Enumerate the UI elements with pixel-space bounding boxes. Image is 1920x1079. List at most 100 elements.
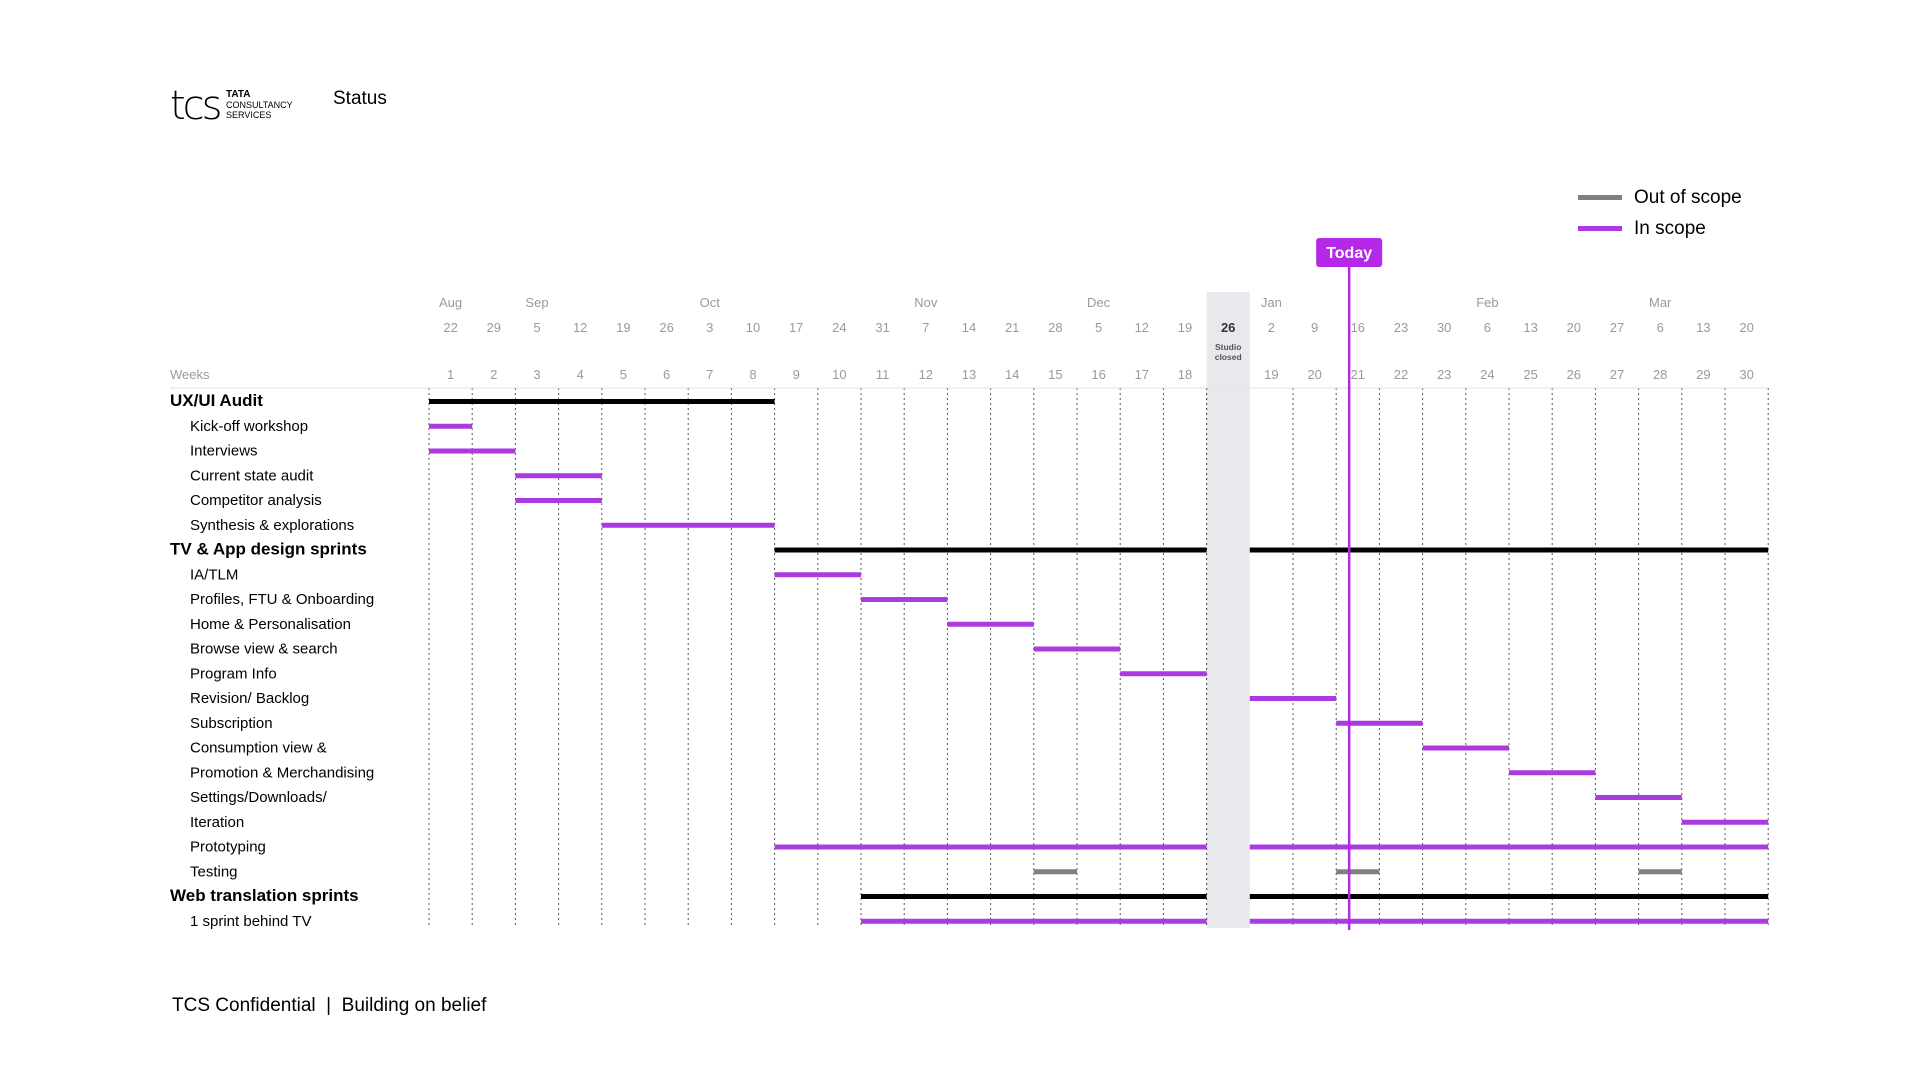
date-label: 5 [533, 320, 540, 335]
week-number-label: 23 [1437, 367, 1451, 382]
today-label: Today [1326, 245, 1372, 262]
week-number-label: 4 [577, 367, 584, 382]
closed-date-label: 26 [1221, 320, 1235, 335]
today-badge [1316, 238, 1383, 267]
date-label: 7 [922, 320, 929, 335]
section-label: Web translation sprints [170, 886, 359, 905]
in-scope-bar [861, 597, 948, 602]
section-bar [1249, 547, 1769, 553]
in-scope-bar [601, 522, 775, 528]
date-label: 6 [1484, 320, 1491, 335]
in-scope-bar [947, 621, 1034, 627]
legend: Out of scope In scope [1578, 182, 1742, 244]
date-label: 3 [706, 320, 713, 335]
date-label: 29 [487, 320, 501, 335]
month-label: Sep [525, 295, 548, 310]
in-scope-bar [774, 572, 861, 578]
legend-label-out-of-scope: Out of scope [1634, 186, 1742, 208]
closed-note-line-1: Studio [1215, 342, 1241, 352]
week-number-label: 15 [1048, 367, 1062, 382]
week-number-label: 3 [533, 367, 540, 382]
week-number-label: 2 [490, 367, 497, 382]
legend-item-out-of-scope: Out of scope [1578, 182, 1742, 213]
task-label: Consumption view & [190, 740, 327, 757]
task-label: Iteration [190, 814, 244, 831]
month-label: Dec [1087, 295, 1111, 310]
in-scope-bar [1249, 844, 1769, 850]
week-number-label: 5 [620, 367, 627, 382]
date-label: 22 [443, 320, 457, 335]
date-label: 17 [789, 320, 803, 335]
tcs-logo-wordmark: TATA CONSULTANCY SERVICES [226, 90, 293, 121]
in-scope-bar [1422, 745, 1509, 751]
logo-line-2: CONSULTANCY [226, 100, 293, 110]
legend-swatch-in-scope [1578, 226, 1622, 231]
week-number-label: 19 [1264, 367, 1278, 382]
date-label: 27 [1610, 320, 1624, 335]
in-scope-bar [1033, 646, 1121, 652]
out-of-scope-bar [1336, 869, 1380, 875]
task-label: Profiles, FTU & Onboarding [190, 591, 374, 608]
week-number-label: 14 [1005, 367, 1019, 382]
in-scope-bar [774, 844, 1207, 850]
in-scope-bar [1681, 819, 1769, 825]
task-label: IA/TLM [190, 566, 238, 583]
section-bar [861, 894, 1207, 899]
date-label: 21 [1005, 320, 1019, 335]
date-label: 30 [1437, 320, 1451, 335]
week-number-label: 28 [1653, 367, 1667, 382]
section-bar [774, 547, 1207, 553]
task-label: 1 sprint behind TV [190, 913, 311, 930]
month-label: Feb [1476, 295, 1498, 310]
page-title: Status [333, 88, 387, 109]
week-number-label: 1 [447, 367, 454, 382]
week-number-label: 17 [1135, 367, 1149, 382]
week-number-label: 21 [1351, 367, 1365, 382]
month-label: Oct [700, 295, 721, 310]
month-label: Mar [1649, 295, 1672, 310]
date-label: 13 [1523, 320, 1537, 335]
section-bar [429, 399, 775, 404]
week-number-label: 20 [1307, 367, 1321, 382]
date-label: 10 [746, 320, 760, 335]
out-of-scope-bar [1638, 869, 1682, 875]
date-label: 2 [1268, 320, 1275, 335]
logo-line-3: SERVICES [226, 110, 272, 120]
legend-label-in-scope: In scope [1634, 217, 1706, 239]
week-number-label: 7 [706, 367, 713, 382]
task-label: Settings/Downloads/ [190, 789, 328, 806]
task-label: Competitor analysis [190, 492, 322, 509]
date-label: 6 [1657, 320, 1664, 335]
week-number-label: 24 [1480, 367, 1494, 382]
date-label: 16 [1351, 320, 1365, 335]
date-label: 24 [832, 320, 846, 335]
legend-swatch-out-of-scope [1578, 195, 1622, 200]
task-label: Interviews [190, 443, 258, 460]
week-number-label: 18 [1178, 367, 1192, 382]
in-scope-bar [1120, 671, 1207, 677]
week-number-label: 29 [1696, 367, 1710, 382]
in-scope-bar [1249, 918, 1769, 924]
week-number-label: 12 [919, 367, 933, 382]
month-label: Nov [914, 295, 938, 310]
in-scope-bar [1249, 696, 1337, 701]
date-label: 14 [962, 320, 976, 335]
section-bar [1249, 894, 1769, 899]
date-label: 5 [1095, 320, 1102, 335]
week-number-label: 27 [1610, 367, 1624, 382]
task-label: Revision/ Backlog [190, 690, 309, 707]
date-label: 9 [1311, 320, 1318, 335]
in-scope-bar [429, 423, 473, 429]
in-scope-bar [1595, 795, 1682, 800]
month-label: Aug [439, 295, 462, 310]
week-number-label: 30 [1739, 367, 1753, 382]
task-label: Home & Personalisation [190, 616, 351, 633]
date-label: 12 [573, 320, 587, 335]
week-number-label: 11 [876, 367, 890, 382]
task-label: Kick-off workshop [190, 418, 308, 435]
weeks-axis-label: Weeks [170, 367, 210, 382]
week-number-label: 10 [832, 367, 846, 382]
week-number-label: 16 [1091, 367, 1105, 382]
date-label: 31 [875, 320, 889, 335]
